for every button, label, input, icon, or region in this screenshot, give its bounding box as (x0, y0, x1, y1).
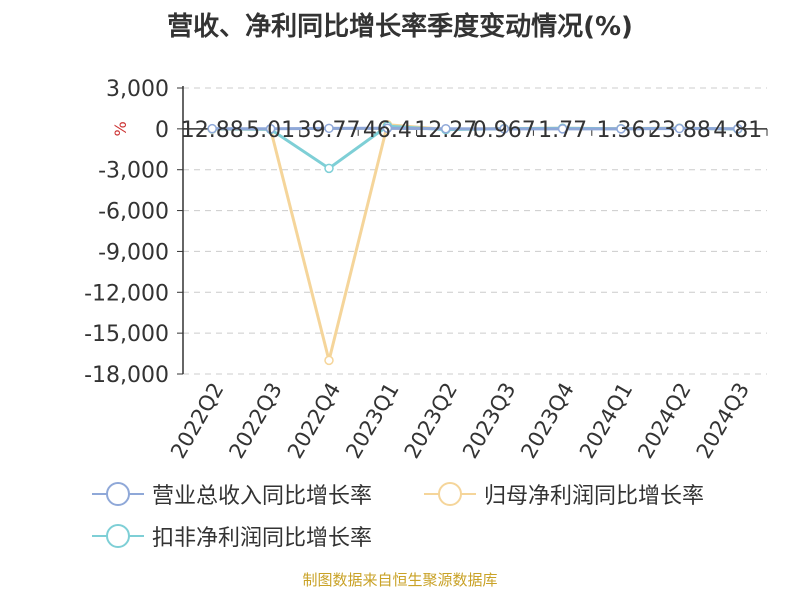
data-label: 39.77 (298, 118, 361, 143)
x-tick-label: 2022Q3 (224, 379, 286, 463)
data-label: 5.01 (246, 118, 295, 143)
y-tick-label: -6,000 (98, 200, 169, 225)
data-label: 4.81 (713, 118, 762, 143)
data-label: 23.88 (648, 118, 711, 143)
data-label: 12.88 (181, 118, 244, 143)
series-point (499, 124, 509, 134)
data-label-layer: 12.88 5.01 39.77 46.4 12.270.967 1.77 1.36 23.8… (181, 118, 763, 143)
x-tick-label: 2022Q2 (166, 379, 228, 463)
legend-item-net-profit[interactable]: 归母净利润同比增长率 (424, 478, 704, 510)
data-label: 1.36 (597, 118, 646, 143)
series-point (324, 163, 334, 174)
legend-label: 营业总收入同比增长率 (152, 484, 373, 509)
series-point (324, 355, 334, 366)
x-tick-label: 2023Q2 (400, 379, 462, 463)
series-point (733, 124, 743, 134)
x-tick-label: 2023Q3 (458, 379, 520, 463)
data-label: 0.967 (473, 118, 536, 143)
legend-line-circle-icon (424, 482, 476, 506)
x-tick-label: 2024Q3 (692, 379, 754, 463)
legend-item-deducted-profit[interactable]: 扣非净利润同比增长率 (92, 520, 372, 552)
y-tick-label: 0 (155, 118, 169, 143)
series-layer (207, 120, 743, 366)
x-tick-label: 2023Q1 (341, 379, 403, 463)
series-line-1 (212, 126, 738, 131)
y-tick-label: -9,000 (98, 240, 169, 265)
y-tick-label: 3,000 (106, 77, 169, 102)
grid-layer (183, 87, 767, 375)
data-label: 46.4 (363, 118, 412, 143)
series-point (616, 124, 626, 134)
y-tick-label: -15,000 (84, 322, 169, 347)
legend-line-circle-icon (92, 482, 144, 506)
series-point (674, 123, 685, 134)
series-point (324, 123, 334, 134)
y-axis-unit-label: % (111, 121, 130, 136)
y-tick-label: -3,000 (98, 159, 169, 184)
y-tick-label: -18,000 (84, 363, 169, 388)
x-tick-label: 2023Q4 (516, 379, 578, 463)
series-point (207, 123, 217, 134)
x-tick-label: 2024Q1 (575, 379, 637, 463)
data-label: 12.27 (414, 118, 477, 143)
series-point (557, 124, 568, 134)
x-tick-label: 2022Q4 (283, 379, 345, 463)
data-label: 1.77 (538, 118, 587, 143)
series-line-2 (212, 123, 738, 361)
series-point (441, 123, 451, 134)
footer-source: 制图数据来自恒生聚源数据库 (302, 571, 498, 589)
legend-label: 归母净利润同比增长率 (484, 484, 705, 509)
series-point (382, 123, 393, 133)
legend-line-circle-icon (92, 524, 144, 548)
series-point (265, 124, 276, 134)
chart-title: 营收、净利同比增长率季度变动情况(%) (167, 12, 633, 42)
legend-label: 扣非净利润同比增长率 (152, 526, 373, 551)
y-tick-label: -12,000 (84, 281, 169, 306)
x-tick-label: 2024Q2 (633, 379, 695, 463)
legend-item-revenue[interactable]: 营业总收入同比增长率 (92, 478, 372, 510)
